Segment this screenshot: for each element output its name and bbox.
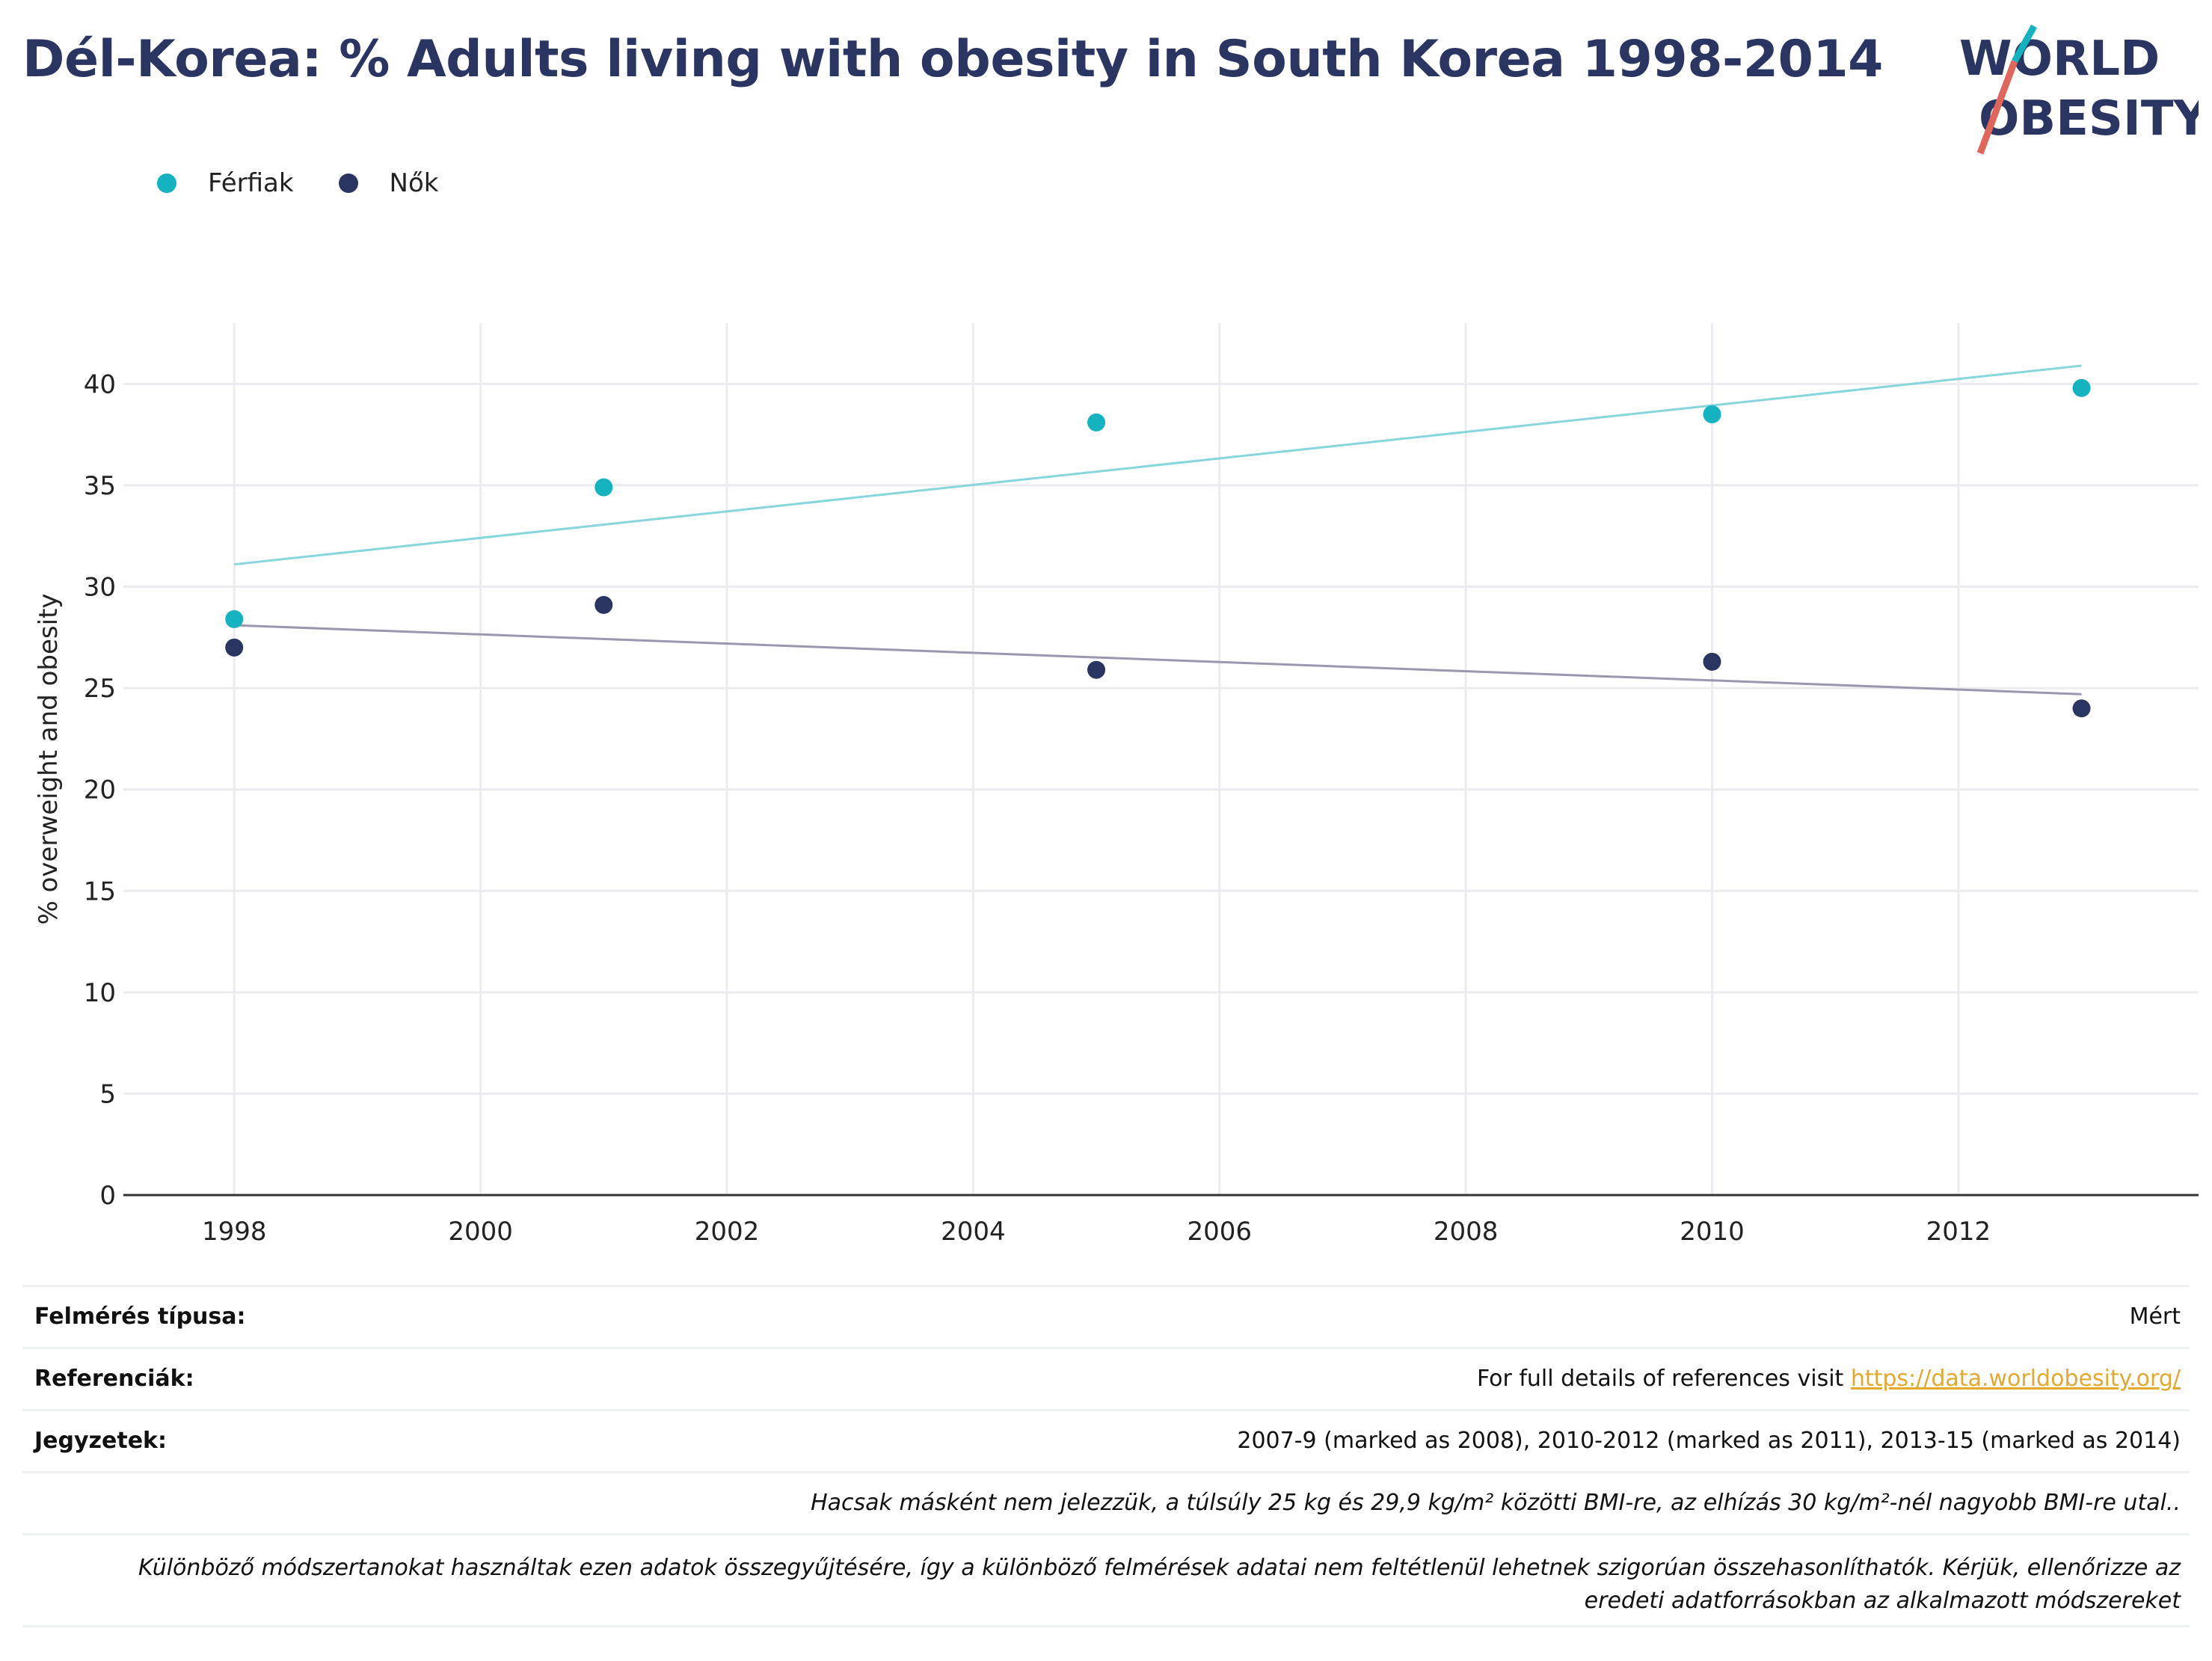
- footer-row-bmi-note: Hacsak másként nem jelezzük, a túlsúly 2…: [22, 1471, 2190, 1533]
- footer-row-notes: Jegyzetek: 2007-9 (marked as 2008), 2010…: [22, 1409, 2190, 1471]
- data-point-women: [225, 638, 244, 657]
- y-tick-label: 30: [84, 573, 116, 603]
- notes-value: 2007-9 (marked as 2008), 2010-2012 (mark…: [1237, 1428, 2181, 1454]
- x-tick-label: 2012: [1926, 1217, 1991, 1247]
- data-point-women: [1703, 652, 1721, 671]
- logo-line2: OBESITY: [1979, 91, 2199, 147]
- y-tick-label: 15: [84, 876, 116, 906]
- logo-slash-red: [1976, 60, 2018, 155]
- y-tick-label: 40: [84, 369, 116, 399]
- survey-type-value: Mért: [2129, 1304, 2181, 1330]
- footer-row-method-note: Különböző módszertanokat használtak ezen…: [22, 1533, 2190, 1627]
- footer-row-survey-type: Felmérés típusa: Mért: [22, 1285, 2190, 1347]
- trendline-men: [234, 364, 2082, 566]
- logo-slash-teal: [2012, 24, 2037, 64]
- data-point-men: [595, 478, 613, 497]
- legend-marker-women: [338, 174, 358, 193]
- legend-item-women[interactable]: Nők: [338, 168, 439, 198]
- data-point-men: [2072, 378, 2091, 397]
- references-link[interactable]: https://data.worldobesity.org/: [1850, 1366, 2181, 1392]
- legend-label-men: Férfiak: [208, 168, 294, 198]
- x-tick-label: 2002: [695, 1217, 760, 1247]
- data-point-men: [225, 610, 244, 628]
- references-text: For full details of references visit: [1476, 1366, 1851, 1392]
- trendline-women: [234, 624, 2082, 696]
- chart-footer: Felmérés típusa: Mért Referenciák: For f…: [22, 1285, 2190, 1627]
- y-axis-label: % overweight and obesity: [34, 593, 64, 924]
- legend-item-men[interactable]: Férfiak: [157, 168, 294, 198]
- y-tick-label: 35: [84, 471, 116, 501]
- x-tick-label: 2004: [941, 1217, 1006, 1247]
- data-point-women: [595, 595, 613, 614]
- world-obesity-logo: WORLD OBESITY: [1959, 24, 2199, 155]
- y-tick-label: 25: [84, 674, 116, 704]
- data-point-women: [1087, 660, 1106, 679]
- y-tick-label: 20: [84, 776, 116, 805]
- x-tick-label: 2008: [1434, 1217, 1499, 1247]
- bmi-note: Hacsak másként nem jelezzük, a túlsúly 2…: [811, 1490, 2181, 1516]
- references-label: Referenciák:: [34, 1366, 194, 1392]
- y-tick-label: 10: [84, 978, 116, 1008]
- data-point-men: [1087, 413, 1106, 432]
- data-point-women: [2072, 699, 2091, 718]
- x-tick-label: 2010: [1680, 1217, 1745, 1247]
- chart-title: Dél-Korea: % Adults living with obesity …: [22, 30, 1883, 89]
- footer-row-references: Referenciák: For full details of referen…: [22, 1347, 2190, 1409]
- references-value: For full details of references visit htt…: [1477, 1366, 2181, 1392]
- notes-label: Jegyzetek:: [34, 1428, 167, 1454]
- legend-marker-men: [157, 174, 176, 193]
- x-tick-label: 1998: [202, 1217, 267, 1247]
- y-tick-label: 0: [99, 1181, 116, 1211]
- legend: Férfiak Nők: [157, 168, 438, 198]
- legend-label-women: Nők: [389, 168, 439, 198]
- method-note: Különböző módszertanokat használtak ezen…: [138, 1552, 2181, 1618]
- x-tick-label: 2000: [448, 1217, 513, 1247]
- survey-type-label: Felmérés típusa:: [34, 1304, 246, 1330]
- data-point-men: [1703, 405, 1721, 424]
- scatter-chart: 0 5 10 15 20 25 30 35 40 1998 2000 2002 2004 2006 2008…: [34, 323, 2199, 1247]
- y-tick-label: 5: [99, 1079, 116, 1109]
- method-note-line2: eredeti adatforrásokban az alkalmazott m…: [1584, 1588, 2181, 1614]
- method-note-line1: Különböző módszertanokat használtak ezen…: [138, 1555, 2181, 1581]
- logo-line1: WORLD: [1959, 31, 2160, 87]
- x-tick-label: 2006: [1187, 1217, 1252, 1247]
